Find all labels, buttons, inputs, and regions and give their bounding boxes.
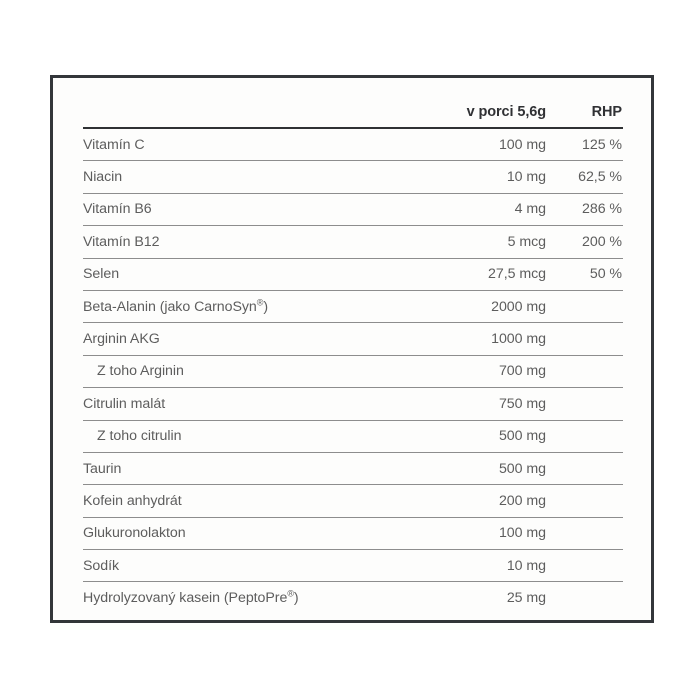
table-row: Vitamín B12 5 mcg 200 % [83,225,623,259]
cell-amount-per-serving: 10 mg [403,160,548,194]
cell-ingredient-name: Z toho Arginin [83,354,403,388]
cell-ingredient-name: Selen [83,257,403,291]
cell-amount-per-serving: 100 mg [403,516,548,550]
cell-rhp-percent [548,516,623,550]
table-row: Citrulin malát 750 mg [83,387,623,421]
cell-rhp-percent: 50 % [548,257,623,291]
registered-trademark-icon: ® [287,588,294,599]
column-header-ingredient [83,78,403,128]
table-row: Taurin 500 mg [83,451,623,485]
table-body: Vitamín C 100 mg 125 % Niacin 10 mg 62,5 % Vit… [83,127,623,614]
cell-rhp-percent [548,549,623,582]
cell-ingredient-name: Vitamín B12 [83,225,403,259]
cell-amount-per-serving: 4 mg [403,192,548,226]
nutrition-panel: v porci 5,6g RHP Vitamín C 100 mg 125 % Nia… [50,75,654,623]
cell-ingredient-name: Sodík [83,549,403,582]
cell-rhp-percent: 62,5 % [548,160,623,194]
column-header-per-serving: v porci 5,6g [466,104,546,120]
cell-ingredient-name: Arginin AKG [83,322,403,356]
column-header-rhp: RHP [591,104,622,120]
registered-trademark-icon: ® [256,296,264,307]
cell-amount-per-serving: 1000 mg [403,322,548,356]
cell-rhp-percent [548,581,623,614]
table-row: Sodík 10 mg [83,549,623,582]
cell-amount-per-serving: 500 mg [403,451,548,485]
table-row: Hydrolyzovaný kasein (PeptoPre®) 25 mg [83,581,623,614]
cell-amount-per-serving: 100 mg [403,127,548,161]
cell-amount-per-serving: 700 mg [403,354,548,388]
cell-amount-per-serving: 500 mg [403,419,548,453]
cell-ingredient-name: Hydrolyzovaný kasein (PeptoPre®) [83,581,403,614]
table-row: Selen 27,5 mcg 50 % [83,257,623,291]
cell-rhp-percent: 286 % [548,192,623,226]
table-header-row: v porci 5,6g RHP [83,78,623,128]
table-row: Glukuronolakton 100 mg [83,516,623,550]
cell-rhp-percent [548,354,623,388]
table-row: Niacin 10 mg 62,5 % [83,160,623,194]
cell-amount-per-serving: 25 mg [403,581,548,614]
cell-amount-per-serving: 5 mcg [403,225,548,259]
cell-amount-per-serving: 10 mg [403,549,548,582]
table-header: v porci 5,6g RHP [83,78,623,128]
cell-rhp-percent [548,289,623,323]
cell-ingredient-name: Kofein anhydrát [83,484,403,518]
cell-amount-per-serving: 27,5 mcg [403,257,548,291]
table-row: Vitamín C 100 mg 125 % [83,127,623,161]
table-row: Vitamín B6 4 mg 286 % [83,192,623,226]
cell-rhp-percent [548,484,623,518]
cell-ingredient-name: Citrulin malát [83,387,403,421]
nutrition-table-container: v porci 5,6g RHP Vitamín C 100 mg 125 % Nia… [83,78,623,614]
nutrition-facts-table: v porci 5,6g RHP Vitamín C 100 mg 125 % Nia… [83,78,623,614]
cell-rhp-percent [548,451,623,485]
cell-ingredient-name: Vitamín C [83,127,403,161]
cell-amount-per-serving: 2000 mg [403,289,548,323]
cell-rhp-percent: 125 % [548,127,623,161]
cell-ingredient-name: Vitamín B6 [83,192,403,226]
cell-amount-per-serving: 200 mg [403,484,548,518]
table-row: Z toho citrulin 500 mg [83,419,623,453]
cell-ingredient-name: Taurin [83,451,403,485]
cell-amount-per-serving: 750 mg [403,387,548,421]
cell-ingredient-name: Beta-Alanin (jako CarnoSyn®) [83,289,403,323]
table-row: Beta-Alanin (jako CarnoSyn®) 2000 mg [83,289,623,323]
cell-rhp-percent [548,322,623,356]
cell-rhp-percent [548,387,623,421]
cell-rhp-percent: 200 % [548,225,623,259]
cell-ingredient-name: Z toho citrulin [83,419,403,453]
table-row: Z toho Arginin 700 mg [83,354,623,388]
cell-rhp-percent [548,419,623,453]
cell-ingredient-name: Niacin [83,160,403,194]
table-row: Arginin AKG 1000 mg [83,322,623,356]
table-row: Kofein anhydrát 200 mg [83,484,623,518]
cell-ingredient-name: Glukuronolakton [83,516,403,550]
